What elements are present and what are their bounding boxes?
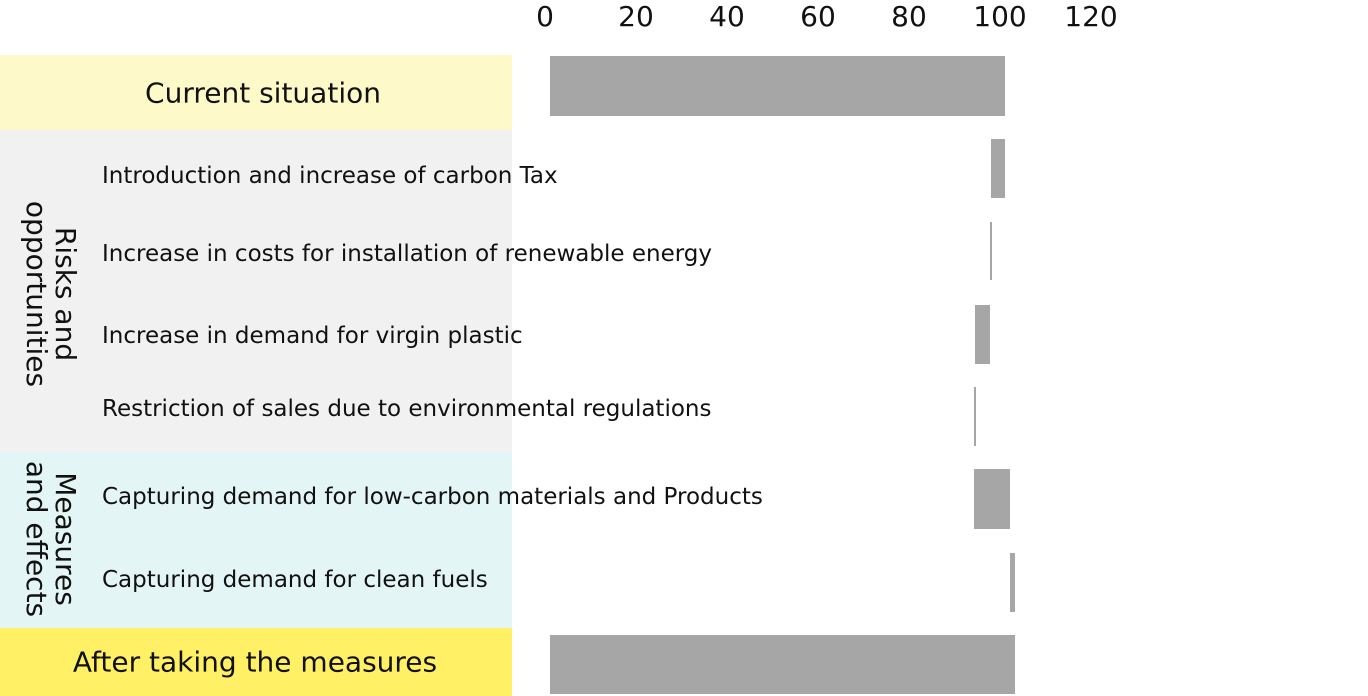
x-tick-label: 20: [618, 0, 654, 33]
row-label-low-carbon-demand: Capturing demand for low-carbon material…: [102, 484, 763, 510]
waterfall-step-bar: [974, 305, 990, 364]
total-bar: [550, 635, 1016, 694]
x-tick-label: 0: [536, 0, 554, 33]
x-tick-label: 80: [891, 0, 927, 33]
x-tick-label: 100: [973, 0, 1027, 33]
after-measures-label: After taking the measures: [72, 645, 438, 679]
after-measures-band: [0, 628, 512, 696]
risks-group-label: Risks and opportunities: [20, 200, 82, 388]
x-tick-label: 120: [1064, 0, 1118, 33]
row-label-renewable-costs: Increase in costs for installation of re…: [102, 241, 712, 267]
row-label-sales-restriction: Restriction of sales due to environmenta…: [102, 396, 712, 422]
waterfall-step-bar: [989, 222, 992, 280]
waterfall-step-bar: [973, 469, 1010, 529]
measures-group-band: [0, 452, 512, 628]
row-label-carbon-tax: Introduction and increase of carbon Tax: [102, 163, 558, 189]
measures-group-label: Measures and effects: [20, 460, 82, 618]
current-situation-band: [0, 55, 512, 130]
risks-group-label-line-2: opportunities: [20, 200, 53, 388]
x-tick-label: 60: [800, 0, 836, 33]
measures-group-label-line-1: Measures: [49, 472, 82, 606]
measures-group-label-line-2: and effects: [20, 460, 53, 618]
waterfall-step-bar: [973, 387, 976, 446]
row-label-virgin-plastic: Increase in demand for virgin plastic: [102, 323, 523, 349]
x-tick-label: 40: [709, 0, 745, 33]
risks-group-label-line-1: Risks and: [49, 226, 82, 362]
row-label-clean-fuels-demand: Capturing demand for clean fuels: [102, 567, 488, 593]
waterfall-step-bar: [991, 139, 1005, 198]
total-bar: [550, 56, 1005, 116]
waterfall-step-bar: [1009, 553, 1016, 612]
risks-group-band: [0, 130, 512, 452]
current-situation-label: Current situation: [145, 76, 381, 110]
